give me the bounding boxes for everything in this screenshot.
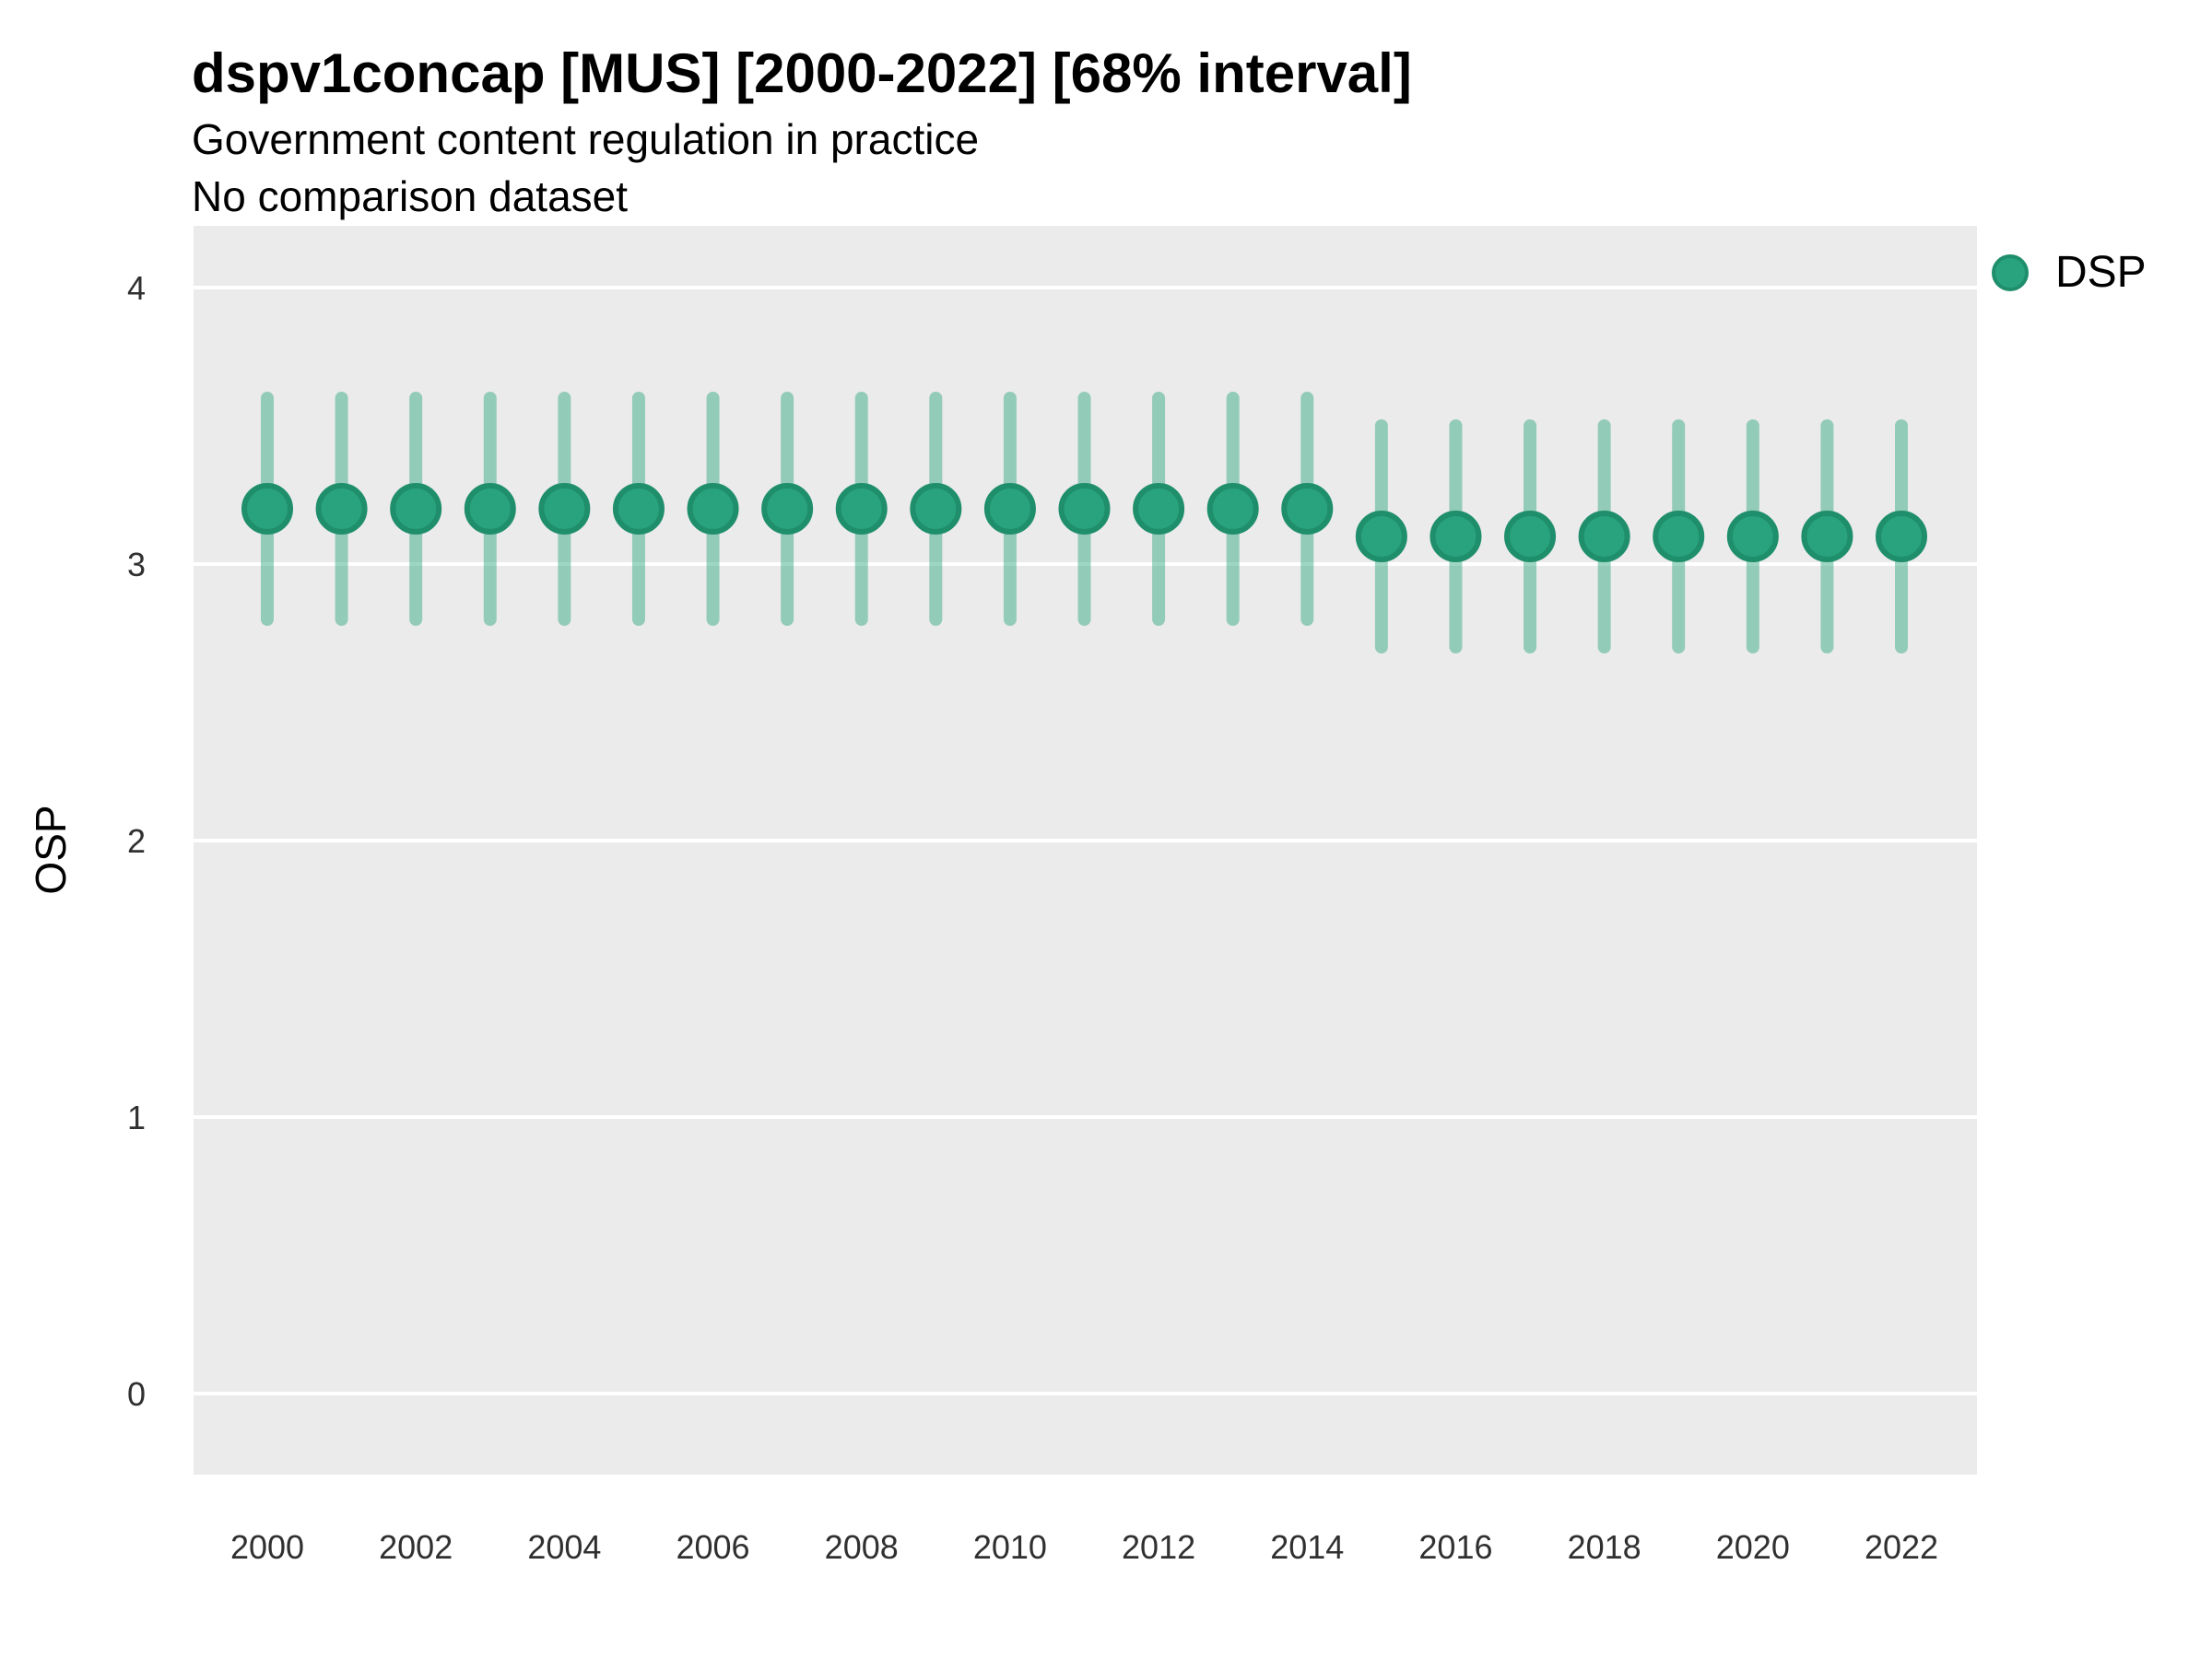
x-tick-label: 2006 — [676, 1528, 749, 1566]
x-tick-label: 2008 — [825, 1528, 899, 1566]
x-tick-label: 2004 — [527, 1528, 601, 1566]
point-marker-2017 — [1504, 511, 1557, 562]
legend-item-dsp: DSP — [1989, 247, 2147, 298]
x-tick-label: 2016 — [1418, 1528, 1492, 1566]
point-marker-2011 — [1058, 483, 1111, 535]
y-tick-label: 1 — [127, 1099, 146, 1136]
point-marker-2008 — [835, 483, 888, 535]
point-marker-2013 — [1206, 483, 1259, 535]
y-tick-label: 3 — [127, 546, 146, 583]
point-marker-2019 — [1653, 511, 1705, 562]
point-marker-2020 — [1726, 511, 1779, 562]
point-marker-2012 — [1133, 483, 1185, 535]
point-marker-2016 — [1430, 511, 1482, 562]
point-marker-2009 — [910, 483, 962, 535]
x-tick-label: 2022 — [1865, 1528, 1938, 1566]
point-marker-2018 — [1578, 511, 1630, 562]
point-marker-2003 — [464, 483, 516, 535]
point-marker-2006 — [687, 483, 739, 535]
point-marker-2010 — [983, 483, 1036, 535]
legend-label: DSP — [2055, 248, 2147, 297]
y-tick-label: 2 — [127, 822, 146, 860]
point-marker-2004 — [538, 483, 591, 535]
point-marker-2002 — [390, 483, 442, 535]
x-tick-label: 2000 — [230, 1528, 304, 1566]
point-marker-2005 — [612, 483, 665, 535]
point-marker-2000 — [241, 483, 293, 535]
point-marker-2007 — [761, 483, 814, 535]
point-marker-2001 — [315, 483, 368, 535]
x-tick-label: 2020 — [1716, 1528, 1790, 1566]
x-tick-label: 2010 — [973, 1528, 1047, 1566]
chart-comparison-note: No comparison dataset — [192, 172, 629, 220]
x-tick-label: 2018 — [1568, 1528, 1641, 1566]
legend: DSP — [1989, 247, 2147, 298]
x-tick-label: 2002 — [379, 1528, 453, 1566]
chart-subtitle: Government content regulation in practic… — [192, 115, 980, 163]
point-marker-2022 — [1876, 511, 1927, 562]
point-marker-2021 — [1801, 511, 1853, 562]
point-marker-2015 — [1355, 511, 1407, 562]
x-tick-label: 2014 — [1270, 1528, 1344, 1566]
chart-title: dspv1concap [MUS] [2000-2022] [68% inter… — [192, 42, 1412, 104]
y-tick-label: 0 — [127, 1375, 146, 1413]
y-tick-label: 4 — [127, 269, 146, 307]
point-marker-2014 — [1281, 483, 1334, 535]
panel-background — [194, 226, 1977, 1475]
legend-dot-icon — [1992, 253, 2029, 291]
x-tick-label: 2012 — [1122, 1528, 1195, 1566]
